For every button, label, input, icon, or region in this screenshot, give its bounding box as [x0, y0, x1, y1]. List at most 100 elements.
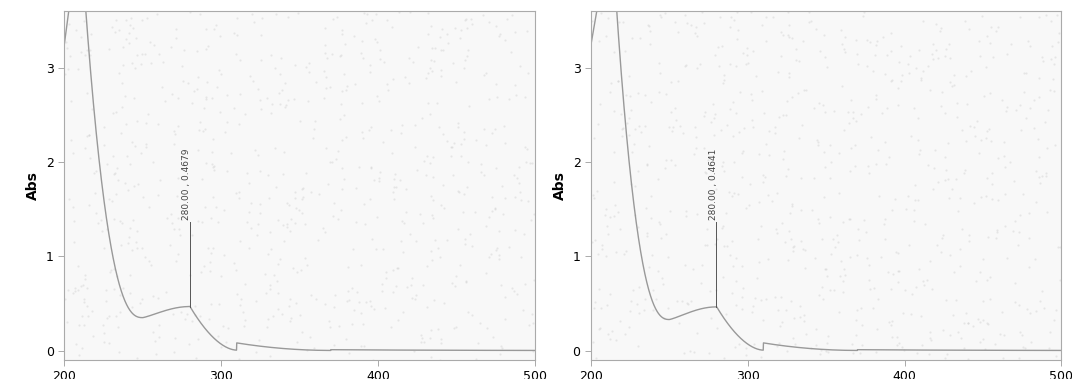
- Point: [687, 24, 704, 30]
- Point: [624, 287, 641, 293]
- Point: [195, 128, 212, 134]
- Point: [940, 41, 957, 47]
- Point: [274, 171, 292, 177]
- Point: [110, 70, 128, 76]
- Point: [640, 143, 657, 149]
- Point: [505, 172, 522, 178]
- Point: [966, 200, 983, 206]
- Point: [248, 349, 265, 355]
- Point: [989, 24, 1007, 30]
- Point: [455, 209, 472, 215]
- Point: [133, 245, 150, 251]
- Point: [399, 284, 416, 290]
- Point: [126, 65, 144, 71]
- Point: [800, 9, 817, 15]
- Point: [113, 130, 130, 136]
- Point: [374, 246, 391, 252]
- Point: [903, 133, 920, 139]
- Point: [772, 323, 789, 329]
- Point: [974, 298, 992, 304]
- Point: [662, 79, 680, 85]
- Point: [408, 167, 426, 173]
- Point: [525, 277, 542, 283]
- Point: [369, 39, 386, 45]
- Point: [934, 89, 951, 96]
- Point: [848, 36, 865, 42]
- Point: [357, 221, 374, 227]
- Point: [949, 100, 966, 106]
- Point: [881, 153, 898, 160]
- Point: [936, 154, 953, 160]
- Point: [371, 178, 388, 184]
- Point: [176, 47, 193, 53]
- Point: [378, 81, 396, 88]
- Point: [406, 144, 423, 150]
- Point: [609, 78, 626, 84]
- Point: [524, 160, 541, 166]
- Point: [728, 110, 745, 116]
- Point: [262, 282, 279, 288]
- Point: [139, 14, 157, 20]
- Point: [414, 335, 431, 341]
- Point: [780, 34, 798, 40]
- Point: [961, 238, 978, 244]
- Point: [339, 83, 356, 89]
- Point: [987, 28, 1004, 34]
- Point: [314, 225, 331, 231]
- Point: [810, 100, 828, 106]
- Point: [1048, 13, 1066, 19]
- Point: [988, 229, 1006, 235]
- Point: [664, 127, 681, 133]
- Point: [779, 257, 796, 263]
- Point: [434, 26, 451, 32]
- Point: [750, 151, 768, 157]
- Point: [661, 208, 679, 214]
- Point: [749, 236, 766, 242]
- Point: [480, 214, 497, 220]
- Point: [1031, 94, 1048, 100]
- Point: [716, 77, 733, 83]
- Point: [834, 278, 851, 284]
- Point: [656, 165, 673, 171]
- Point: [107, 313, 124, 319]
- Point: [207, 204, 224, 210]
- Point: [457, 17, 474, 23]
- Point: [780, 22, 798, 28]
- Point: [825, 108, 843, 114]
- Point: [496, 123, 513, 129]
- Point: [287, 205, 304, 211]
- Point: [1018, 306, 1036, 312]
- Point: [503, 12, 520, 18]
- Point: [288, 269, 306, 275]
- Point: [259, 172, 277, 179]
- Point: [158, 215, 175, 221]
- Point: [591, 286, 608, 292]
- Point: [959, 320, 977, 326]
- Point: [333, 164, 351, 171]
- Point: [111, 218, 129, 224]
- Point: [640, 23, 657, 29]
- Point: [1039, 146, 1056, 152]
- Point: [717, 210, 734, 216]
- Point: [66, 288, 84, 294]
- Point: [780, 70, 798, 76]
- Point: [669, 30, 686, 36]
- Point: [502, 49, 519, 55]
- Point: [923, 286, 940, 292]
- Point: [291, 207, 308, 213]
- Point: [220, 326, 237, 332]
- Point: [78, 285, 95, 291]
- Point: [755, 179, 772, 185]
- Point: [1052, 244, 1069, 250]
- Point: [843, 144, 860, 150]
- Point: [489, 245, 506, 251]
- Point: [108, 273, 125, 279]
- Point: [705, 132, 723, 138]
- Point: [301, 334, 318, 340]
- Point: [889, 102, 906, 108]
- Point: [893, 344, 910, 350]
- Point: [206, 163, 223, 169]
- Point: [727, 344, 744, 350]
- Point: [70, 287, 87, 293]
- Point: [240, 209, 257, 215]
